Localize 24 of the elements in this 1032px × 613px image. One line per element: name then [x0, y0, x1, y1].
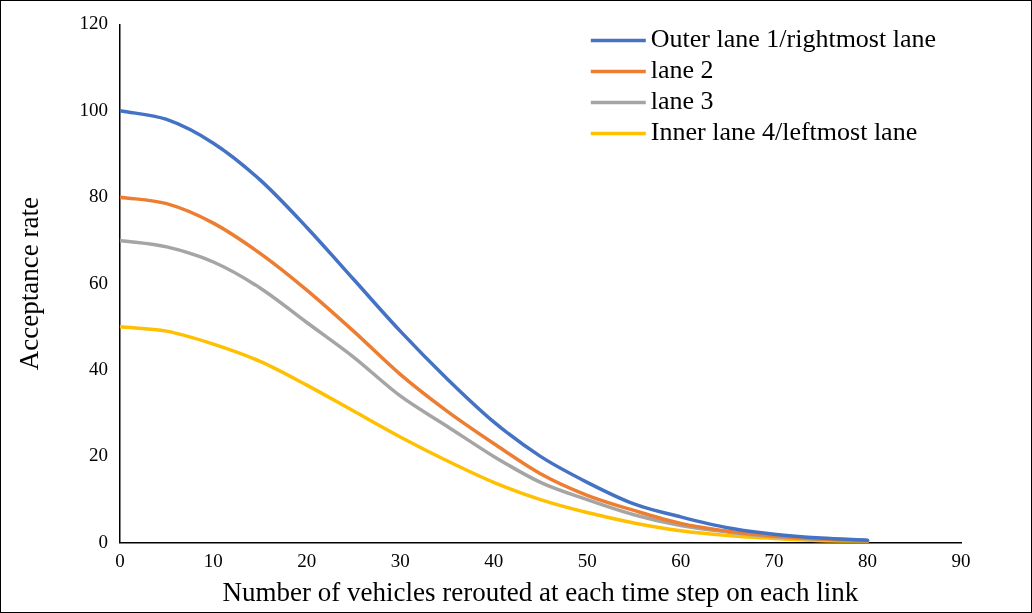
y-tick-label: 40 [88, 357, 108, 379]
x-tick-label: 70 [764, 550, 784, 572]
legend-label: lane 2 [650, 55, 714, 85]
x-tick-label: 80 [858, 550, 878, 572]
legend-label: Outer lane 1/rightmost lane [650, 24, 936, 54]
legend-label: Inner lane 4/leftmost lane [650, 117, 918, 147]
y-tick-label: 20 [88, 444, 108, 466]
x-axis-title: Number of vehicles rerouted at each time step on each link [222, 576, 859, 607]
x-tick-label: 0 [115, 550, 125, 572]
x-tick-label: 60 [671, 550, 691, 572]
y-tick-label: 100 [79, 98, 108, 120]
y-tick-label: 80 [88, 185, 108, 207]
x-tick-label: 40 [484, 550, 504, 572]
y-tick-label: 60 [88, 271, 108, 293]
x-tick-label: 50 [577, 550, 597, 572]
line-series [119, 109, 870, 542]
y-tick-label: 120 [79, 12, 108, 34]
x-tick-label: 30 [390, 550, 410, 572]
x-tick-label: 90 [951, 550, 971, 572]
y-tick-label: 0 [98, 530, 108, 552]
y-axis-title: Acceptance rate [14, 197, 45, 371]
legend-label: lane 3 [650, 86, 714, 116]
x-tick-label: 20 [297, 550, 317, 572]
x-tick-label: 10 [203, 550, 223, 572]
